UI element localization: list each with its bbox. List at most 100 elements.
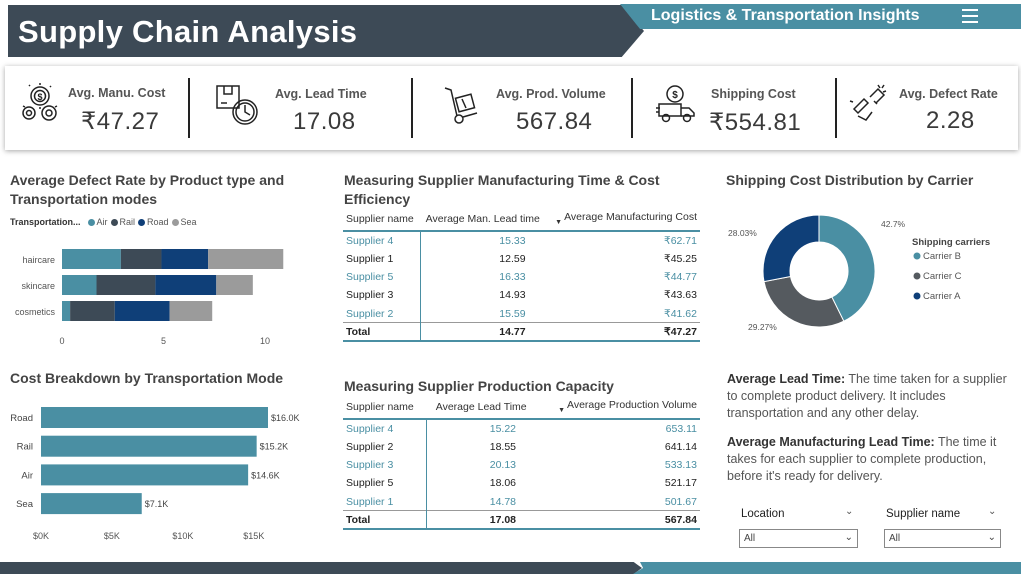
- legend-dot: [138, 218, 146, 226]
- kpi-label: Avg. Defect Rate: [899, 87, 998, 101]
- location-slicer-label: Location: [741, 508, 785, 520]
- table-cell: 12.59: [499, 252, 526, 265]
- bar-segment-road[interactable]: [114, 301, 170, 321]
- column-header[interactable]: ▼ Average Production Volume: [536, 395, 700, 420]
- data-label: $16.0K: [271, 413, 300, 423]
- table-cell: 14.77: [420, 322, 546, 343]
- slice-label: 42.7%: [881, 219, 906, 229]
- table-cell: ₹47.27: [545, 322, 700, 343]
- x-tick-label: $0K: [33, 531, 49, 541]
- table-cell: Total: [343, 510, 427, 531]
- kpi-value: ₹554.81: [709, 109, 802, 136]
- donut-slice[interactable]: [818, 214, 876, 322]
- kpi-card-defect-rate: Avg. Defect Rate 2.28: [840, 66, 1018, 150]
- table-cell: Supplier 5: [343, 267, 421, 287]
- bar-segment-air[interactable]: [62, 301, 71, 321]
- bar-segment-road[interactable]: [155, 275, 217, 295]
- chevron-down-icon[interactable]: ⌄: [988, 506, 997, 517]
- table-total-row: Total 17.08 567.84: [343, 510, 700, 531]
- table-cell: Supplier 2: [343, 304, 421, 323]
- legend-dot: [913, 292, 921, 300]
- table-cell: Supplier 5: [343, 474, 427, 493]
- bar-segment-sea[interactable]: [169, 301, 213, 321]
- x-tick-label: 10: [260, 336, 270, 346]
- table-cell: 15.33: [499, 234, 526, 247]
- prod-table-title: Measuring Supplier Production Capacity: [344, 378, 614, 394]
- legend-dot: [913, 252, 921, 260]
- bar-segment-air[interactable]: [62, 249, 121, 269]
- page-subtitle: Logistics & Transportation Insights: [651, 7, 920, 24]
- bar-segment-sea[interactable]: [216, 275, 253, 295]
- cost-bar[interactable]: [41, 464, 249, 486]
- table-row[interactable]: Supplier 4 15.33 ₹62.71: [343, 231, 700, 250]
- column-header[interactable]: Average Man. Lead time: [420, 207, 546, 232]
- subheader-banner: [620, 4, 1021, 29]
- table-row[interactable]: Supplier 3 14.93 ₹43.63: [343, 286, 700, 305]
- table-cell: ₹44.77: [664, 270, 697, 283]
- table-row[interactable]: Supplier 2 18.55 641.14: [343, 437, 700, 456]
- legend-label: Road: [147, 217, 169, 227]
- kpi-label: Avg. Lead Time: [275, 87, 367, 101]
- category-label: Air: [21, 470, 33, 481]
- kpi-card-shipping-cost: $ Shipping Cost ₹554.81: [635, 66, 835, 150]
- category-label: cosmetics: [15, 307, 56, 317]
- defect-chart-title: Average Defect Rate by Product type and …: [10, 172, 285, 207]
- kpi-label: Avg. Prod. Volume: [496, 87, 606, 101]
- donut-slice[interactable]: [762, 214, 820, 283]
- table-cell: 18.55: [489, 440, 517, 453]
- category-label: skincare: [21, 281, 55, 291]
- cost-bar[interactable]: [41, 435, 257, 457]
- kpi-value: ₹47.27: [81, 108, 160, 135]
- kpi-card-lead-time: Avg. Lead Time 17.08: [195, 66, 411, 150]
- column-header[interactable]: Average Lead Time: [426, 395, 537, 420]
- table-row[interactable]: Supplier 5 18.06 521.17: [343, 474, 700, 493]
- table-cell: 14.93: [499, 289, 526, 302]
- bar-segment-air[interactable]: [62, 275, 97, 295]
- chevron-down-icon[interactable]: ⌄: [845, 506, 854, 517]
- chevron-down-icon: ⌄: [987, 532, 996, 543]
- money-gears-icon: $: [22, 83, 58, 121]
- legend-label: Sea: [180, 217, 197, 227]
- cost-breakdown-chart: Road $16.0K Rail $15.2K Air $14.6K Sea $7.1K $0K…: [10, 407, 300, 541]
- table-row[interactable]: Supplier 1 12.59 ₹45.25: [343, 249, 700, 268]
- footer-bar-dark: [0, 562, 642, 574]
- hamburger-menu-icon[interactable]: [962, 9, 978, 23]
- table-cell: Supplier 1: [343, 249, 421, 268]
- delivery-truck-icon: $: [656, 85, 695, 123]
- cost-bar[interactable]: [41, 493, 142, 515]
- data-label: $7.1K: [145, 499, 169, 509]
- bar-segment-rail[interactable]: [96, 275, 156, 295]
- bar-segment-rail[interactable]: [120, 249, 162, 269]
- column-header[interactable]: Supplier name: [343, 395, 427, 420]
- bar-segment-road[interactable]: [161, 249, 209, 269]
- kpi-value: 2.28: [926, 107, 975, 134]
- table-cell: 17.08: [426, 510, 537, 531]
- cost-chart-title: Cost Breakdown by Transportation Mode: [10, 370, 284, 386]
- legend-dot: [913, 272, 921, 280]
- production-table: Supplier name Average Lead Time ▼ Average P…: [343, 395, 700, 531]
- sort-desc-icon: ▼: [555, 219, 563, 226]
- location-slicer-dropdown[interactable]: All ⌄: [739, 529, 858, 548]
- table-row[interactable]: Supplier 5 16.33 ₹44.77: [343, 267, 700, 287]
- table-cell: ₹43.63: [664, 289, 697, 302]
- column-header[interactable]: Supplier name: [343, 207, 420, 232]
- bar-segment-rail[interactable]: [70, 301, 115, 321]
- legend-title: Transportation...: [10, 217, 81, 227]
- table-row[interactable]: Supplier 3 20.13 533.13: [343, 455, 700, 475]
- location-slicer-value: All: [744, 533, 756, 544]
- legend-dot: [87, 218, 95, 226]
- cost-bar[interactable]: [41, 407, 268, 428]
- table-row[interactable]: Supplier 2 15.59 ₹41.62: [343, 304, 700, 323]
- table-row[interactable]: Supplier 4 15.22 653.11: [343, 419, 700, 438]
- category-label: Sea: [16, 499, 34, 510]
- table-row[interactable]: Supplier 1 14.78 501.67: [343, 492, 700, 511]
- donut-slice[interactable]: [763, 275, 845, 328]
- shipping-carrier-donut-chart: 42.7% 29.27% 28.03% Shipping carriers Carrie…: [728, 214, 990, 332]
- x-tick-label: $10K: [172, 531, 193, 541]
- category-label: Rail: [17, 442, 33, 453]
- pie-chart-title: Shipping Cost Distribution by Carrier: [726, 172, 974, 188]
- supplier-slicer-dropdown[interactable]: All ⌄: [884, 529, 1001, 548]
- column-header[interactable]: ▼ Average Manufacturing Cost: [545, 207, 700, 232]
- bar-segment-sea[interactable]: [208, 249, 284, 269]
- info-manu-text: The time it takes for each supplier to c…: [727, 435, 997, 483]
